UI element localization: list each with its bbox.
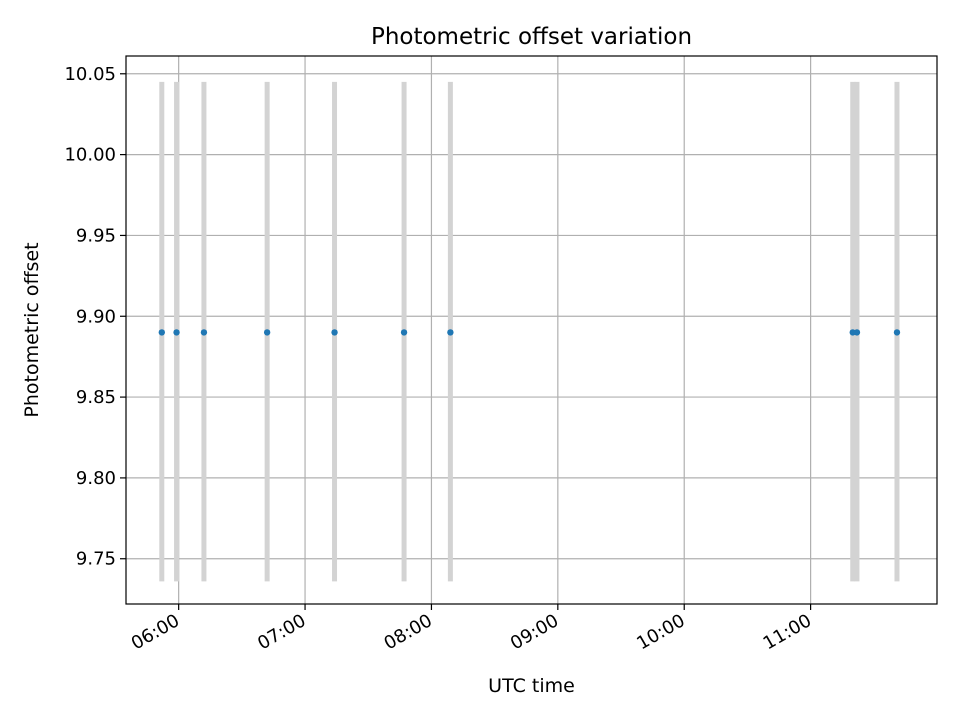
data-point bbox=[893, 329, 901, 336]
data-point bbox=[263, 329, 271, 336]
chart-title: Photometric offset variation bbox=[371, 24, 692, 50]
y-tick-label: 9.80 bbox=[76, 468, 116, 489]
y-tick-label: 9.85 bbox=[76, 387, 116, 408]
data-point bbox=[158, 329, 166, 336]
y-tick-label: 9.95 bbox=[76, 225, 116, 246]
data-point bbox=[200, 329, 208, 336]
y-axis-label: Photometric offset bbox=[21, 242, 43, 417]
data-points bbox=[158, 329, 901, 336]
data-point bbox=[400, 329, 408, 336]
y-tick-label: 9.90 bbox=[76, 306, 116, 327]
data-point bbox=[331, 329, 338, 336]
y-tick-label: 10.00 bbox=[64, 145, 116, 166]
grid bbox=[126, 56, 937, 604]
y-tick-label: 9.75 bbox=[76, 549, 116, 570]
data-point bbox=[853, 329, 861, 336]
y-tick-label: 10.05 bbox=[64, 64, 116, 85]
data-point bbox=[173, 329, 180, 336]
x-axis-label: UTC time bbox=[488, 675, 575, 697]
plot-frame bbox=[125, 55, 938, 605]
data-point bbox=[447, 329, 454, 336]
